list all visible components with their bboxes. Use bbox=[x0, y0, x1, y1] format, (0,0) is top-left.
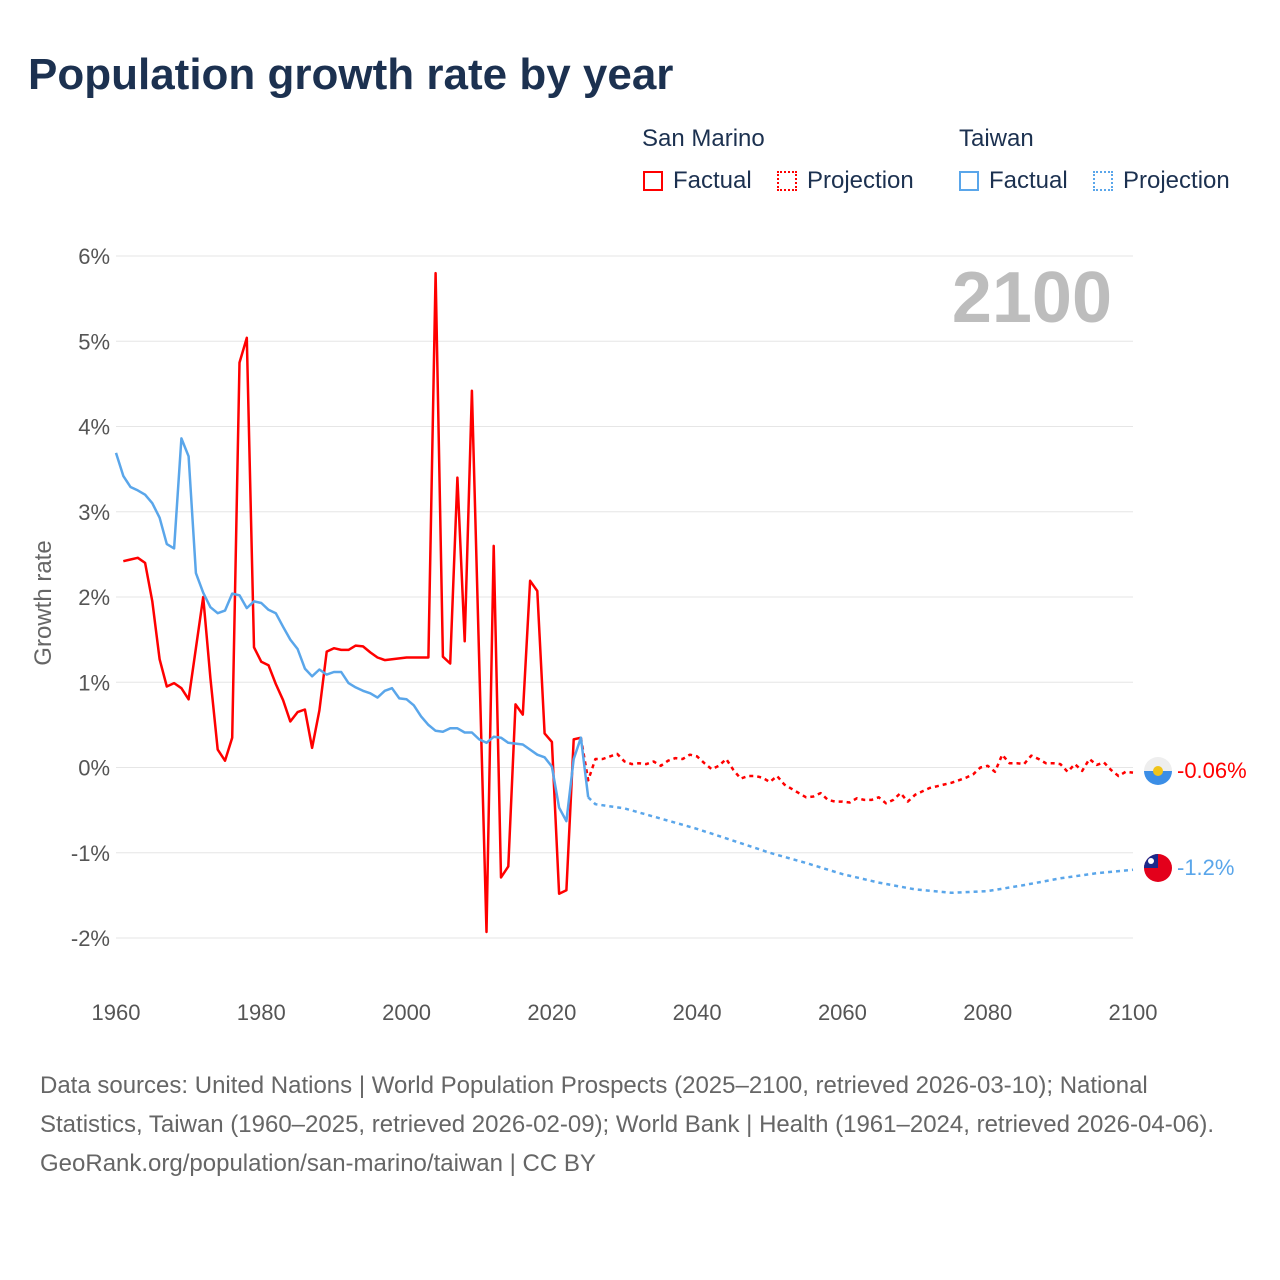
x-tick-label: 2040 bbox=[673, 1000, 722, 1025]
credit-link[interactable]: GeoRank.org/population/san-marino/taiwan… bbox=[40, 1150, 596, 1177]
y-tick-label: 0% bbox=[78, 756, 110, 781]
series-line-san-marino-projection bbox=[579, 737, 1134, 805]
x-tick-label: 2100 bbox=[1109, 1000, 1158, 1025]
legend-label-taiwan-factual: Factual bbox=[989, 167, 1068, 194]
san-marino-flag-icon bbox=[1144, 757, 1172, 785]
y-axis-label: Growth rate bbox=[30, 540, 57, 665]
legend-label-taiwan-projection: Projection bbox=[1123, 167, 1230, 194]
chart-title: Population growth rate by year bbox=[28, 50, 674, 99]
legend-swatch-san-marino-factual bbox=[643, 171, 663, 191]
taiwan-flag-icon bbox=[1144, 854, 1172, 882]
series-line-taiwan-projection bbox=[587, 796, 1134, 895]
legend-label-san-marino-factual: Factual bbox=[673, 167, 752, 194]
x-tick-label: 1960 bbox=[92, 1000, 141, 1025]
legend-group-san-marino: San Marino bbox=[642, 125, 765, 152]
x-tick-label: 2080 bbox=[963, 1000, 1012, 1025]
y-tick-label: 6% bbox=[78, 244, 110, 269]
data-sources: Data sources: United Nations | World Pop… bbox=[40, 1072, 1215, 1138]
y-tick-label: -2% bbox=[71, 926, 110, 951]
end-label-san-marino: -0.06% bbox=[1177, 758, 1247, 783]
y-tick-label: 5% bbox=[78, 329, 110, 354]
x-tick-label: 1980 bbox=[237, 1000, 286, 1025]
legend-swatch-taiwan-factual bbox=[959, 171, 979, 191]
y-tick-label: 1% bbox=[78, 670, 110, 695]
x-tick-label: 2060 bbox=[818, 1000, 867, 1025]
footer: Data sources: United Nations | World Pop… bbox=[40, 1066, 1250, 1183]
y-tick-label: 4% bbox=[78, 415, 110, 440]
legend-label-san-marino-projection: Projection bbox=[807, 167, 914, 194]
y-tick-label: -1% bbox=[71, 841, 110, 866]
series-line-taiwan-factual bbox=[114, 437, 590, 823]
y-tick-label: 2% bbox=[78, 585, 110, 610]
x-tick-label: 2020 bbox=[527, 1000, 576, 1025]
legend-group-taiwan: Taiwan bbox=[959, 125, 1034, 152]
year-watermark: 2100 bbox=[952, 258, 1112, 338]
plot-area: 2100 Growth rate -2% -1% 0% 1% 2% 3% 4% 5% 6% 196… bbox=[30, 244, 1247, 1025]
series-line-san-marino-factual bbox=[123, 271, 582, 934]
legend-swatch-taiwan-projection bbox=[1093, 171, 1113, 191]
y-tick-label: 3% bbox=[78, 500, 110, 525]
legend-swatch-san-marino-projection bbox=[777, 171, 797, 191]
x-tick-label: 2000 bbox=[382, 1000, 431, 1025]
end-label-taiwan: -1.2% bbox=[1177, 855, 1234, 880]
